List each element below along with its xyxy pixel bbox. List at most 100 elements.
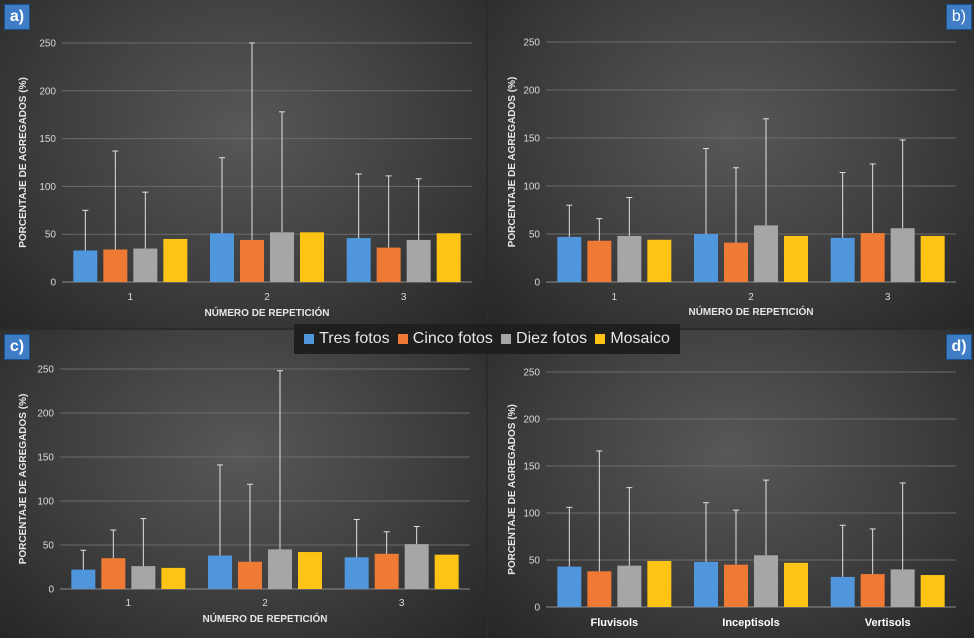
y-tick-label: 100 <box>523 182 540 193</box>
bar-diez-fotos-2 <box>754 555 778 607</box>
y-axis-title: PORCENTAJE DE AGREGADOS (%) <box>507 404 518 575</box>
chart-panel-d: 0 50 100 150 200 250 Fluvisols Inceptisols Verti… <box>488 330 974 638</box>
chart-panel-c: 0 50 100 150 200 250 1 2 3 NÚMERO DE REPETICIÓN PO… <box>0 330 486 638</box>
x-category-label: 2 <box>264 292 270 303</box>
bar-mosaico-1 <box>647 560 672 607</box>
y-axis-title: PORCENTAJE DE AGREGADOS (%) <box>507 77 518 248</box>
y-tick-label: 150 <box>39 134 56 145</box>
chart-d-svg: 0 50 100 150 200 250 Fluvisols Inceptisols Verti… <box>507 368 956 629</box>
legend-entry-mosaico: Mosaico <box>595 330 670 348</box>
y-tick-label: 0 <box>534 603 540 614</box>
chart-c-svg: 0 50 100 150 200 250 1 2 3 NÚMERO DE REPETICIÓN PO… <box>18 365 470 625</box>
bar-mosaico-3 <box>436 233 461 282</box>
chart-panel-a: 0 50 100 150 200 250 1 2 3 NÚMERO DE REPETICIÓN PO… <box>0 0 486 328</box>
bar-mosaico-2 <box>300 232 324 282</box>
legend-label-mosaico: Mosaico <box>610 330 670 347</box>
y-tick-label: 200 <box>523 415 540 426</box>
bar-tres-fotos-1 <box>557 236 582 282</box>
y-tick-label: 50 <box>529 230 541 241</box>
y-tick-label: 0 <box>50 278 56 289</box>
legend-entry-tres-fotos: Tres fotos <box>304 330 390 348</box>
y-tick-label: 200 <box>523 86 540 97</box>
bar-mosaico-1 <box>163 238 188 282</box>
bar-tres-fotos-2 <box>208 555 232 589</box>
bar-diez-fotos-1 <box>133 248 158 282</box>
x-category-label: 2 <box>748 292 754 303</box>
bar-mosaico-3 <box>920 575 945 607</box>
bar-mosaico-1 <box>161 567 186 589</box>
x-category-label: Fluvisols <box>590 617 638 629</box>
chart-legend: Tres fotos Cinco fotos Diez fotos Mosaic… <box>294 324 680 354</box>
y-tick-label: 200 <box>37 409 54 420</box>
bar-tres-fotos-2 <box>210 233 234 282</box>
legend-label-diez-fotos: Diez fotos <box>516 330 588 347</box>
x-category-label: 1 <box>128 292 134 303</box>
bar-diez-fotos-1 <box>617 565 642 607</box>
legend-swatch-tres-fotos <box>304 334 315 344</box>
legend-swatch-diez-fotos <box>501 334 512 344</box>
y-tick-label: 50 <box>529 556 541 567</box>
panel-label-b: b) <box>946 4 972 30</box>
bar-cinco-fotos-1 <box>587 240 612 282</box>
bar-tres-fotos-3 <box>346 238 371 282</box>
x-category-label: Vertisols <box>865 617 911 629</box>
bar-diez-fotos-1 <box>617 235 642 282</box>
y-tick-label: 250 <box>39 39 56 50</box>
y-tick-label: 50 <box>45 230 57 241</box>
bar-cinco-fotos-3 <box>860 574 885 607</box>
bar-tres-fotos-2 <box>694 561 718 607</box>
x-category-label: 3 <box>399 598 405 609</box>
y-tick-label: 150 <box>523 462 540 473</box>
bar-tres-fotos-3 <box>344 557 369 589</box>
chart-panel-b: 0 50 100 150 200 250 1 2 3 NÚMERO DE REPETICIÓN PO… <box>488 0 974 328</box>
bar-mosaico-3 <box>434 554 459 589</box>
x-category-label: 1 <box>612 292 618 303</box>
bar-cinco-fotos-2 <box>240 239 264 282</box>
y-tick-label: 0 <box>534 278 540 289</box>
legend-entry-diez-fotos: Diez fotos <box>501 330 587 348</box>
y-tick-label: 200 <box>39 86 56 97</box>
x-category-label: 2 <box>262 598 268 609</box>
y-tick-label: 50 <box>43 541 55 552</box>
bar-tres-fotos-1 <box>71 569 96 589</box>
bar-diez-fotos-3 <box>890 228 915 282</box>
bar-tres-fotos-2 <box>694 234 718 282</box>
y-tick-label: 100 <box>39 182 56 193</box>
bar-cinco-fotos-1 <box>101 558 126 589</box>
legend-swatch-mosaico <box>595 334 606 344</box>
bar-mosaico-2 <box>784 562 808 607</box>
legend-swatch-cinco-fotos <box>397 334 408 344</box>
bar-cinco-fotos-3 <box>376 247 401 282</box>
x-axis-title: NÚMERO DE REPETICIÓN <box>204 306 329 319</box>
bar-mosaico-2 <box>784 235 808 282</box>
y-tick-label: 100 <box>37 497 54 508</box>
bar-diez-fotos-3 <box>406 239 431 282</box>
y-tick-label: 0 <box>48 585 54 596</box>
bar-cinco-fotos-1 <box>587 571 612 607</box>
x-category-label: 1 <box>126 598 132 609</box>
bar-cinco-fotos-2 <box>724 564 748 607</box>
bar-tres-fotos-3 <box>830 237 855 282</box>
chart-a-svg: 0 50 100 150 200 250 1 2 3 NÚMERO DE REPETICIÓN PO… <box>18 39 472 319</box>
y-tick-label: 100 <box>523 509 540 520</box>
bar-diez-fotos-1 <box>131 566 156 589</box>
chart-b-svg: 0 50 100 150 200 250 1 2 3 NÚMERO DE REPETICIÓN PO… <box>507 38 956 318</box>
bar-diez-fotos-3 <box>890 569 915 607</box>
y-tick-label: 250 <box>523 38 540 49</box>
bar-cinco-fotos-3 <box>860 233 885 282</box>
panel-label-c: c) <box>4 334 30 360</box>
bar-cinco-fotos-2 <box>724 242 748 282</box>
legend-label-tres-fotos: Tres fotos <box>319 330 390 347</box>
x-category-label: Inceptisols <box>722 617 779 629</box>
bar-cinco-fotos-3 <box>374 553 399 589</box>
y-axis-title: PORCENTAJE DE AGREGADOS (%) <box>18 394 29 565</box>
bar-cinco-fotos-2 <box>238 561 262 589</box>
bar-diez-fotos-3 <box>404 544 429 589</box>
y-tick-label: 150 <box>523 134 540 145</box>
bar-tres-fotos-1 <box>557 566 582 607</box>
x-axis-title: NÚMERO DE REPETICIÓN <box>202 612 327 625</box>
legend-entry-cinco-fotos: Cinco fotos <box>397 330 493 348</box>
y-axis-title: PORCENTAJE DE AGREGADOS (%) <box>18 77 29 248</box>
x-category-label: 3 <box>401 292 407 303</box>
bar-diez-fotos-2 <box>270 232 294 282</box>
